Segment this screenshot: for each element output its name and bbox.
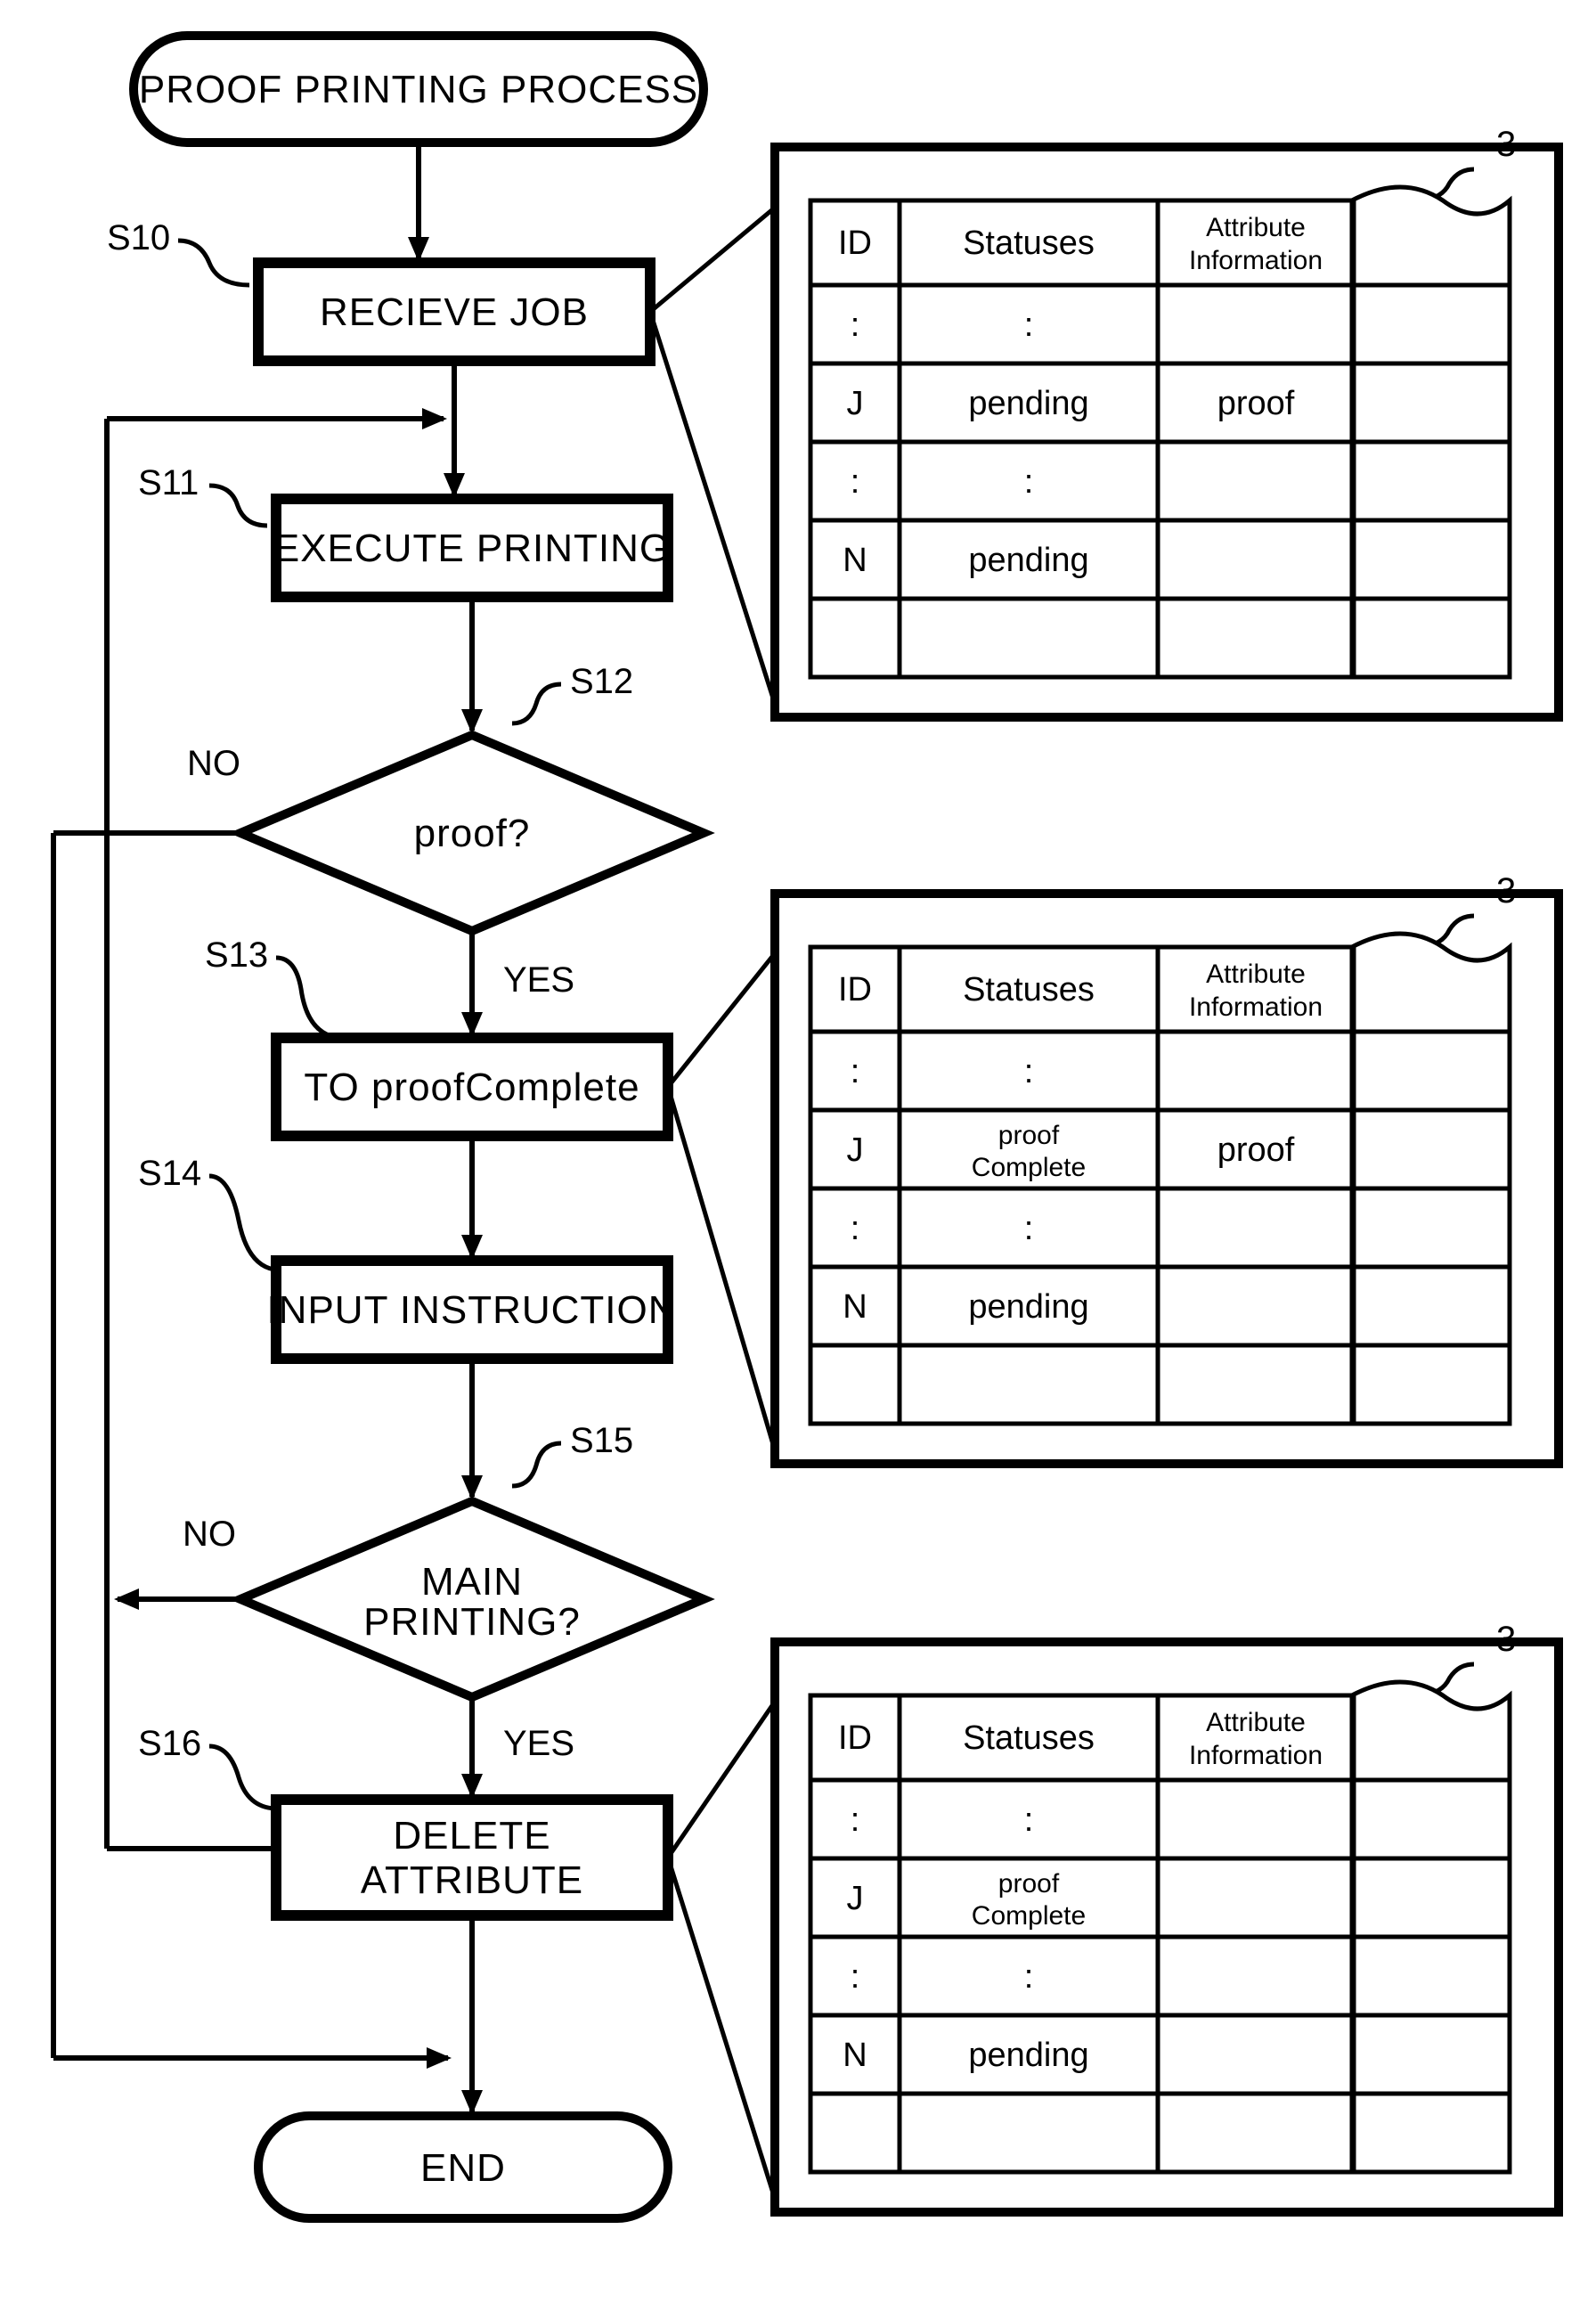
s10-box: RECIEVE JOB bbox=[258, 263, 650, 361]
s16-label: S16 bbox=[138, 1724, 201, 1763]
s15-text2: PRINTING? bbox=[363, 1600, 581, 1644]
table-1: 3 ID Statuses Attribute Information : : … bbox=[775, 125, 1559, 717]
s10-text: RECIEVE JOB bbox=[320, 290, 589, 334]
td: N bbox=[843, 542, 867, 579]
td: pending bbox=[968, 542, 1088, 579]
s11-text: EXECUTE PRINTING bbox=[273, 527, 671, 570]
yes-label: YES bbox=[503, 960, 574, 1000]
s16-text1: DELETE bbox=[393, 1814, 550, 1858]
th-status: Statuses bbox=[963, 225, 1095, 262]
td: : bbox=[851, 306, 860, 344]
s14-text: INPUT INSTRUCTION bbox=[266, 1288, 677, 1332]
s13-label: S13 bbox=[205, 935, 268, 975]
td: : bbox=[1024, 1958, 1034, 1996]
td: : bbox=[851, 463, 860, 501]
td: : bbox=[1024, 1210, 1034, 1247]
th-id: ID bbox=[838, 971, 872, 1009]
yes-label: YES bbox=[503, 1724, 574, 1763]
s14-label: S14 bbox=[138, 1154, 201, 1193]
td: : bbox=[1024, 306, 1034, 344]
td: pending bbox=[968, 1288, 1088, 1326]
td: : bbox=[851, 1053, 860, 1090]
torn-page bbox=[1352, 187, 1510, 677]
th-attr2: Information bbox=[1189, 992, 1323, 1022]
hook bbox=[512, 684, 561, 723]
connector bbox=[668, 1087, 775, 1450]
start-terminator: PROOF PRINTING PROCESS bbox=[134, 36, 704, 143]
td: J bbox=[847, 1880, 864, 1917]
td: : bbox=[851, 1958, 860, 1996]
connector bbox=[668, 953, 775, 1087]
s11-label: S11 bbox=[138, 463, 199, 502]
th-id: ID bbox=[838, 1719, 872, 1757]
th-attr2: Information bbox=[1189, 246, 1323, 275]
table-ref: 3 bbox=[1496, 1620, 1516, 1659]
td: pending bbox=[968, 2037, 1088, 2074]
td: proof bbox=[998, 1121, 1060, 1150]
th-attr1: Attribute bbox=[1206, 1708, 1306, 1737]
table-ref: 3 bbox=[1496, 871, 1516, 911]
torn-page bbox=[1352, 1682, 1510, 2172]
s12-diamond: proof? bbox=[240, 735, 704, 931]
table-2: 3 ID Statuses Attribute Information : : … bbox=[775, 871, 1559, 1464]
td: proof bbox=[998, 1869, 1060, 1899]
no-label: NO bbox=[187, 744, 240, 783]
td: : bbox=[1024, 1053, 1034, 1090]
th-attr1: Attribute bbox=[1206, 213, 1306, 242]
end-text: END bbox=[420, 2146, 506, 2190]
hook bbox=[178, 241, 249, 285]
td: : bbox=[1024, 463, 1034, 501]
td: N bbox=[843, 1288, 867, 1326]
connector bbox=[650, 208, 775, 312]
hook bbox=[276, 958, 338, 1038]
td: : bbox=[1024, 1801, 1034, 1839]
s15-label: S15 bbox=[570, 1421, 633, 1460]
end-terminator: END bbox=[258, 2116, 668, 2218]
th-attr2: Information bbox=[1189, 1741, 1323, 1770]
s11-box: EXECUTE PRINTING bbox=[273, 499, 671, 597]
hook bbox=[512, 1443, 561, 1486]
td: J bbox=[847, 1131, 864, 1169]
s15-text1: MAIN bbox=[421, 1560, 523, 1604]
s10-label: S10 bbox=[107, 218, 170, 257]
hook bbox=[209, 1176, 274, 1270]
connector bbox=[668, 1858, 775, 2199]
torn-page bbox=[1352, 934, 1510, 1424]
s15-diamond: MAIN PRINTING? bbox=[240, 1501, 704, 1697]
s16-box: DELETE ATTRIBUTE bbox=[276, 1800, 668, 1915]
connector bbox=[668, 1702, 775, 1858]
hook bbox=[209, 486, 267, 526]
td: : bbox=[851, 1210, 860, 1247]
th-id: ID bbox=[838, 225, 872, 262]
td: : bbox=[851, 1801, 860, 1839]
td: Complete bbox=[972, 1901, 1086, 1931]
s12-label: S12 bbox=[570, 662, 633, 701]
diagram-canvas: PROOF PRINTING PROCESS S10 RECIEVE JOB S… bbox=[0, 0, 1596, 2311]
no-label: NO bbox=[183, 1515, 236, 1554]
s14-box: INPUT INSTRUCTION bbox=[266, 1261, 677, 1359]
table-3: 3 ID Statuses Attribute Information : : … bbox=[775, 1620, 1559, 2212]
th-attr1: Attribute bbox=[1206, 960, 1306, 989]
s12-text: proof? bbox=[414, 812, 531, 855]
th-status: Statuses bbox=[963, 971, 1095, 1009]
td: pending bbox=[968, 385, 1088, 422]
th-status: Statuses bbox=[963, 1719, 1095, 1757]
td: J bbox=[847, 385, 864, 422]
td: proof bbox=[1217, 1131, 1295, 1169]
title-text: PROOF PRINTING PROCESS bbox=[139, 68, 698, 111]
hook bbox=[209, 1746, 274, 1809]
td: proof bbox=[1217, 385, 1295, 422]
td: N bbox=[843, 2037, 867, 2074]
s16-text2: ATTRIBUTE bbox=[361, 1858, 583, 1902]
td: Complete bbox=[972, 1153, 1086, 1182]
s13-box: TO proofComplete bbox=[276, 1038, 668, 1136]
s13-text: TO proofComplete bbox=[304, 1066, 639, 1109]
table-ref: 3 bbox=[1496, 125, 1516, 164]
